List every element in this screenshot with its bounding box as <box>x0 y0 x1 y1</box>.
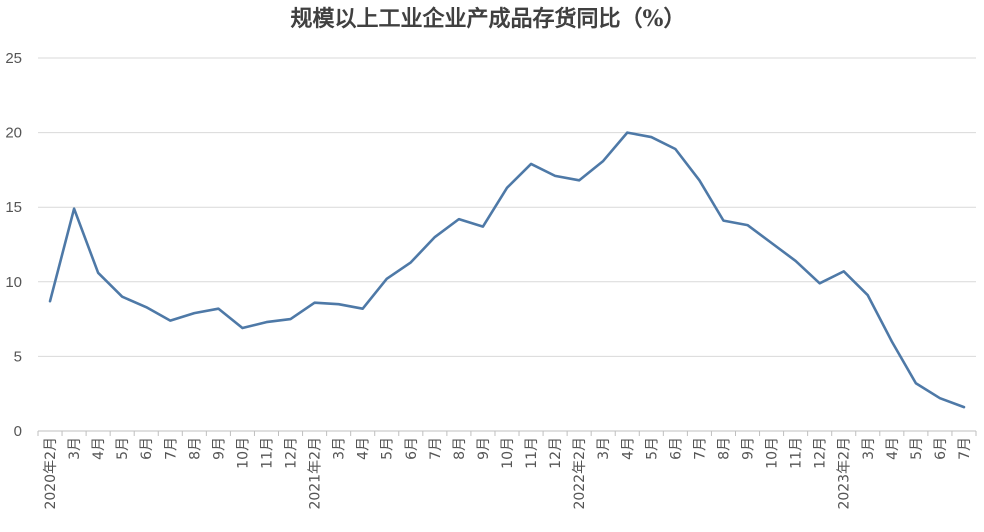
data-point <box>649 135 653 139</box>
x-tick-label: 5月 <box>909 437 925 460</box>
x-tick-label: 4月 <box>356 437 372 460</box>
x-tick-label: 3月 <box>67 437 83 460</box>
series-line <box>48 131 966 409</box>
data-point <box>433 235 437 239</box>
data-point <box>192 311 196 315</box>
x-tick-label: 4月 <box>91 437 107 460</box>
x-tick-label: 11月 <box>259 437 275 469</box>
x-tick-label: 10月 <box>765 437 781 469</box>
x-tick-label: 10月 <box>500 437 516 469</box>
y-tick-label: 10 <box>5 274 22 291</box>
data-point <box>313 301 317 305</box>
data-point <box>962 405 966 409</box>
y-tick-label: 0 <box>14 423 22 440</box>
data-point <box>337 302 341 306</box>
x-tick-label: 10月 <box>235 437 251 469</box>
data-point <box>842 269 846 273</box>
data-point <box>289 317 293 321</box>
x-tick-label: 8月 <box>452 437 468 460</box>
series-layer <box>48 131 966 409</box>
x-tick-label: 5月 <box>380 437 396 460</box>
data-point <box>601 159 605 163</box>
data-point <box>697 178 701 182</box>
x-tick-label: 12月 <box>284 437 300 469</box>
data-point <box>577 178 581 182</box>
x-tick-label: 9月 <box>211 437 227 460</box>
data-point <box>144 305 148 309</box>
x-tick-label: 12月 <box>813 437 829 469</box>
data-point <box>505 186 509 190</box>
x-tick-label: 3月 <box>861 437 877 460</box>
x-tick-label: 9月 <box>476 437 492 460</box>
data-point <box>457 217 461 221</box>
data-point <box>168 319 172 323</box>
data-point <box>746 223 750 227</box>
data-point <box>818 281 822 285</box>
data-point <box>385 277 389 281</box>
data-point <box>48 299 52 303</box>
data-point <box>553 174 557 178</box>
x-tick-label: 7月 <box>692 437 708 460</box>
data-point <box>96 271 100 275</box>
data-point <box>721 219 725 223</box>
x-tick-label: 8月 <box>716 437 732 460</box>
data-point <box>240 326 244 330</box>
data-point <box>481 225 485 229</box>
data-point <box>914 381 918 385</box>
x-tick-label: 6月 <box>933 437 949 460</box>
x-tick-label: 3月 <box>332 437 348 460</box>
data-point <box>529 162 533 166</box>
chart-title: 规模以上工业企业产成品存货同比（%） <box>291 6 686 32</box>
y-tick-label: 20 <box>5 125 22 142</box>
data-point <box>890 339 894 343</box>
x-tick-label: 7月 <box>428 437 444 460</box>
x-tick-label: 7月 <box>957 437 973 460</box>
gridlines <box>38 57 976 357</box>
x-axis-ticks: 2020年2月 3月 4月 5月 6月 7月 8月 9月 10月 11月 12月 2021年2月 3月 4… <box>37 431 977 510</box>
x-tick-label: 6月 <box>404 437 420 460</box>
data-point <box>794 259 798 263</box>
data-point <box>409 260 413 264</box>
x-tick-label: 6月 <box>668 437 684 460</box>
x-tick-label: 2021年2月 <box>308 437 324 510</box>
data-point <box>120 295 124 299</box>
x-tick-label: 6月 <box>139 437 155 460</box>
x-tick-label: 4月 <box>885 437 901 460</box>
data-point <box>866 293 870 297</box>
x-tick-label: 9月 <box>741 437 757 460</box>
y-tick-label: 15 <box>5 199 22 216</box>
x-tick-label: 7月 <box>163 437 179 460</box>
data-point <box>625 131 629 135</box>
x-tick-label: 2022年2月 <box>572 437 588 510</box>
x-tick-label: 11月 <box>789 437 805 469</box>
data-point <box>216 307 220 311</box>
data-point <box>361 307 365 311</box>
x-tick-label: 5月 <box>644 437 660 460</box>
x-tick-label: 5月 <box>115 437 131 460</box>
x-tick-label: 2020年2月 <box>43 437 59 510</box>
data-point <box>673 147 677 151</box>
x-tick-label: 12月 <box>548 437 564 469</box>
data-point <box>264 320 268 324</box>
data-point <box>770 241 774 245</box>
data-point <box>72 207 76 211</box>
x-tick-label: 8月 <box>187 437 203 460</box>
x-tick-label: 2023年2月 <box>837 437 853 510</box>
y-axis-ticks: 0 5 10 15 20 25 <box>5 50 22 440</box>
x-tick-label: 3月 <box>596 437 612 460</box>
y-tick-label: 5 <box>14 348 22 365</box>
x-tick-label: 4月 <box>620 437 636 460</box>
x-tick-label: 11月 <box>524 437 540 469</box>
y-tick-label: 25 <box>5 50 22 67</box>
data-point <box>938 396 942 400</box>
